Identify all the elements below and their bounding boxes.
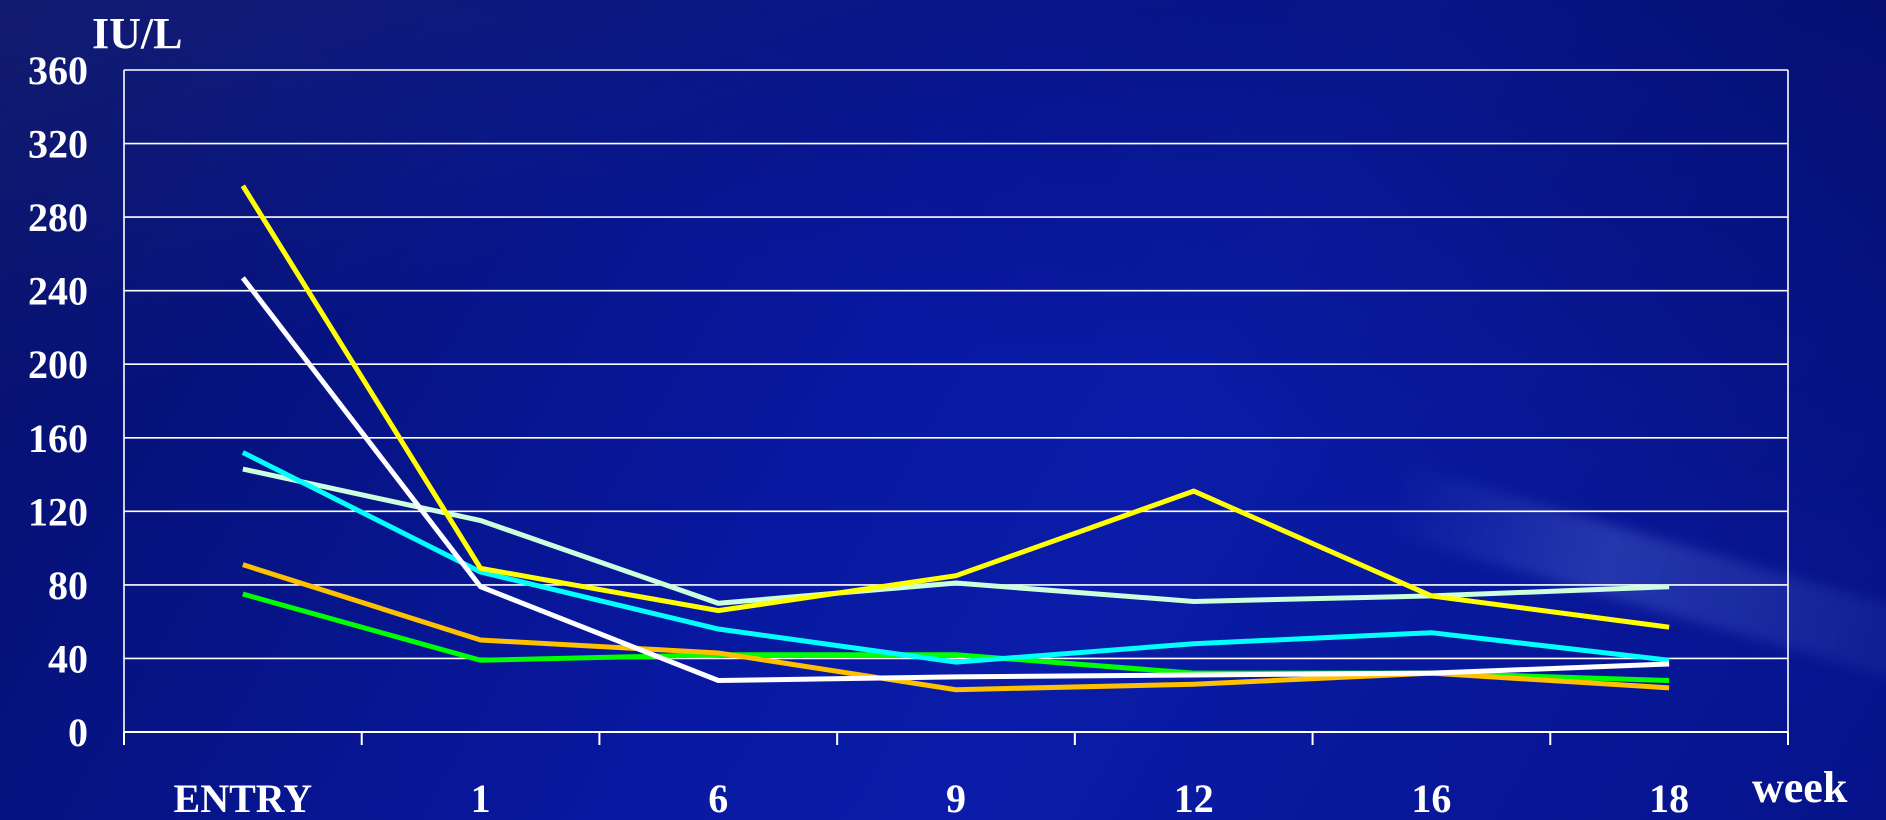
x-tick-label: 16: [1411, 776, 1451, 820]
x-tick-label: ENTRY: [174, 776, 313, 820]
x-tick-label: 9: [946, 776, 966, 820]
x-axis-title: week: [1752, 763, 1848, 812]
y-tick-label: 160: [28, 416, 88, 461]
series-line-4: [242, 466, 1670, 606]
y-axis-tick-labels: 0 40 80 120 160 200 240 280 320 360: [28, 48, 88, 755]
y-tick-label: 0: [68, 710, 88, 755]
y-tick-label: 320: [28, 122, 88, 167]
plot-frame: [123, 70, 1789, 745]
grid-lines: [124, 69, 1788, 660]
y-tick-label: 280: [28, 195, 88, 240]
x-tick-label: 6: [708, 776, 728, 820]
x-axis-tick-labels: ENTRY 1 6 9 12 16 18: [174, 776, 1690, 820]
y-tick-label: 40: [48, 636, 88, 681]
x-tick-label: 1: [471, 776, 491, 820]
x-tick-label: 18: [1649, 776, 1689, 820]
y-tick-label: 80: [48, 563, 88, 608]
series-line-1: [240, 184, 1670, 630]
y-axis-title: IU/L: [92, 9, 182, 58]
y-tick-label: 200: [28, 342, 88, 387]
series-line-3: [241, 450, 1670, 665]
series-line-2: [240, 276, 1670, 684]
y-tick-label: 360: [28, 48, 88, 93]
x-tick-label: 12: [1174, 776, 1214, 820]
series-lines: [240, 184, 1670, 693]
y-tick-label: 240: [28, 269, 88, 314]
y-tick-label: 120: [28, 489, 88, 534]
